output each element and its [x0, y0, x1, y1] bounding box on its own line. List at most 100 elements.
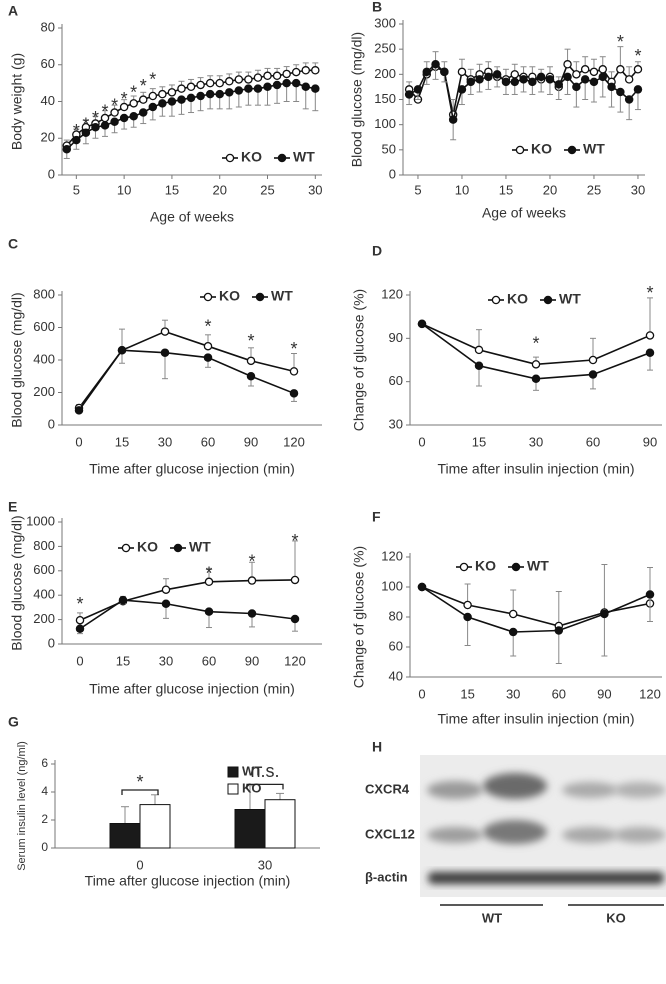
- annotation: *: [76, 594, 83, 614]
- legend-swatch: [227, 766, 239, 778]
- data-point: [474, 345, 484, 355]
- band: [562, 782, 618, 798]
- x-tick-label: 120: [283, 434, 305, 449]
- legend-marker: [511, 562, 521, 572]
- panel-letter: A: [8, 3, 18, 19]
- data-point: [289, 389, 299, 398]
- data-point: [301, 66, 310, 75]
- x-tick-label: 0: [418, 434, 425, 449]
- panel-letter: C: [8, 236, 18, 252]
- y-tick-label: 800: [33, 538, 55, 553]
- data-point: [75, 615, 85, 625]
- data-point: [118, 595, 128, 605]
- y-tick-label: 120: [381, 286, 403, 301]
- data-point: [158, 89, 167, 99]
- x-tick-label: 15: [116, 653, 130, 668]
- x-tick-label: 15: [165, 182, 179, 197]
- y-tick-label: 600: [33, 562, 55, 577]
- data-point: [536, 72, 546, 82]
- x-tick-label: 15: [499, 182, 513, 197]
- y-axis-title: Change of glucose (%): [351, 289, 367, 431]
- data-point: [253, 73, 263, 82]
- data-point: [247, 576, 257, 585]
- y-tick-label: 6: [41, 756, 48, 770]
- y-tick-label: 60: [41, 56, 55, 71]
- panel-letter: B: [372, 0, 382, 15]
- band: [427, 781, 483, 799]
- x-tick-label: 20: [212, 182, 226, 197]
- annotation: *: [73, 121, 80, 141]
- data-point: [589, 67, 599, 77]
- data-point: [474, 361, 484, 371]
- y-tick-label: 400: [33, 587, 55, 602]
- legend-swatch: [227, 783, 239, 795]
- x-tick-label: 15: [115, 434, 129, 449]
- y-tick-label: 250: [374, 41, 396, 56]
- y-tick-label: 30: [389, 416, 403, 431]
- data-point: [431, 60, 440, 69]
- data-point: [311, 66, 320, 75]
- panel-letter: D: [372, 243, 382, 259]
- data-point: [417, 582, 427, 592]
- data-point: [129, 111, 138, 121]
- data-point: [645, 590, 655, 599]
- x-tick-label: 20: [543, 182, 557, 197]
- x-tick-label: 25: [587, 182, 601, 197]
- data-point: [119, 102, 129, 112]
- x-tick-label: 60: [552, 686, 566, 701]
- x-tick-label: 0: [136, 857, 143, 872]
- data-point: [167, 97, 177, 106]
- data-point: [205, 89, 215, 99]
- data-point: [440, 67, 449, 77]
- data-point: [645, 331, 655, 340]
- legend-label: KO: [219, 288, 240, 304]
- annotation: *: [111, 95, 118, 115]
- y-tick-label: 200: [374, 66, 396, 81]
- data-point: [234, 86, 244, 95]
- x-tick-label: 0: [75, 434, 82, 449]
- legend-label: WT: [271, 288, 293, 304]
- band: [614, 827, 666, 843]
- panel-letter: F: [372, 509, 381, 525]
- annotation: *: [149, 70, 156, 90]
- data-point: [75, 624, 85, 634]
- row-label: CXCL12: [365, 826, 415, 841]
- data-point: [186, 82, 196, 92]
- data-point: [161, 585, 171, 594]
- bracket: [121, 789, 159, 795]
- data-point: [272, 71, 282, 81]
- y-tick-label: 80: [389, 608, 403, 623]
- x-axis-title: Time after glucose injection (min): [89, 461, 295, 477]
- data-point: [624, 95, 634, 104]
- x-tick-label: 5: [414, 182, 421, 197]
- data-point: [588, 355, 598, 365]
- data-point: [100, 121, 110, 130]
- data-point: [475, 75, 484, 84]
- data-point: [492, 70, 502, 79]
- data-point: [263, 82, 272, 92]
- data-point: [215, 89, 224, 99]
- data-point: [531, 360, 541, 369]
- x-tick-label: 120: [639, 686, 661, 701]
- legend-label: KO: [507, 291, 528, 307]
- data-point: [457, 85, 467, 94]
- bar: [234, 809, 266, 849]
- data-point: [510, 77, 520, 87]
- annotation: *: [247, 331, 254, 351]
- data-point: [138, 108, 148, 117]
- data-point: [91, 122, 100, 132]
- x-axis-title: Age of weeks: [150, 209, 234, 225]
- data-point: [531, 374, 541, 384]
- y-tick-label: 0: [48, 635, 55, 650]
- data-point: [291, 78, 301, 88]
- data-point: [225, 77, 234, 86]
- series-line: [79, 599, 296, 630]
- data-point: [186, 93, 196, 103]
- data-point: [633, 85, 643, 94]
- data-point: [72, 135, 81, 145]
- x-tick-label: 10: [117, 182, 131, 197]
- data-point: [291, 67, 301, 77]
- data-point: [484, 72, 493, 82]
- data-point: [204, 607, 214, 616]
